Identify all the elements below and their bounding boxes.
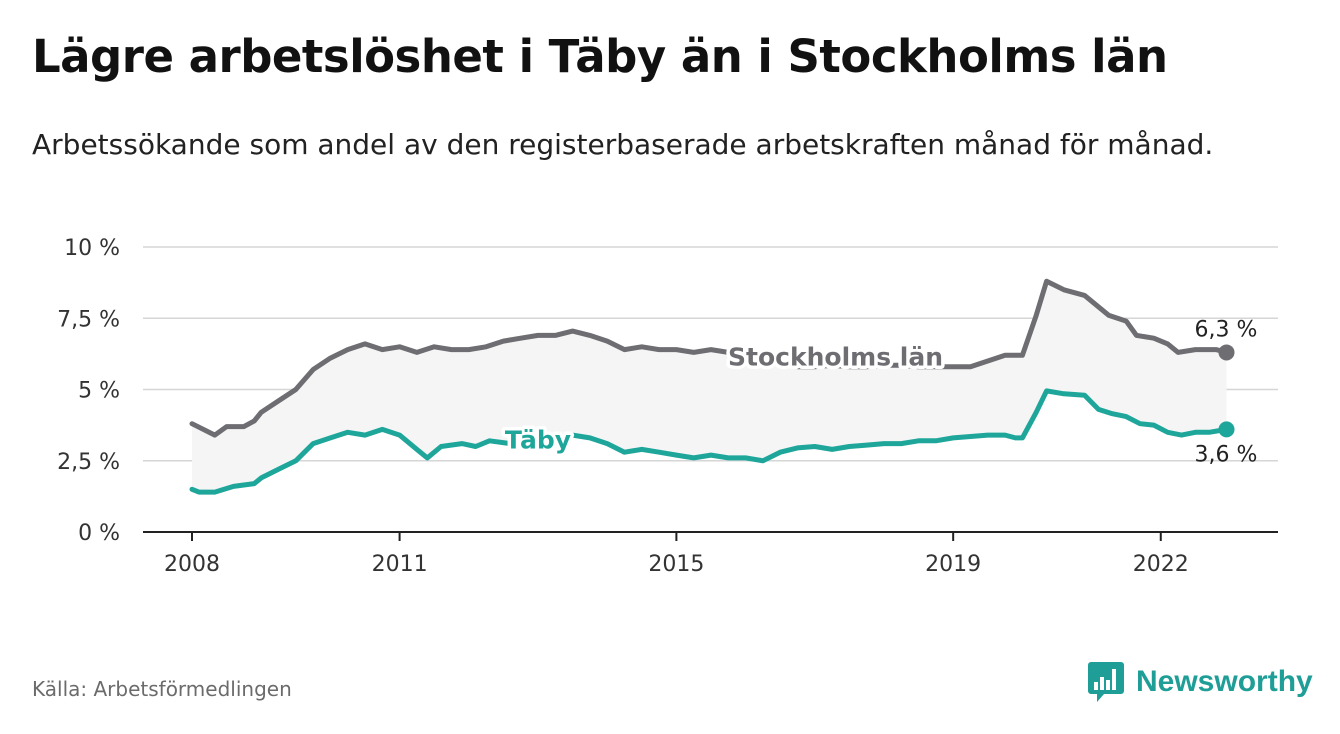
x-tick-label: 2022 xyxy=(1133,552,1189,577)
y-tick-label: 10 % xyxy=(64,236,120,261)
series-end-marker-0 xyxy=(1218,344,1235,361)
y-tick-label: 0 % xyxy=(78,521,120,546)
series-name-label: Stockholms län xyxy=(728,343,943,372)
series-name-label: Täby xyxy=(505,425,571,454)
y-tick-label: 7,5 % xyxy=(57,307,120,332)
series-lines xyxy=(189,278,1235,495)
series-end-label-0: 6,3 % xyxy=(1195,317,1258,342)
brand-logo[interactable]: Newsworthy xyxy=(1088,660,1313,704)
y-tick-label: 2,5 % xyxy=(57,450,120,475)
series-end-marker-1 xyxy=(1218,421,1235,438)
bar-chart-speech-bubble-icon xyxy=(1088,662,1124,702)
series-end-label-1: 3,6 % xyxy=(1195,442,1258,467)
x-tick-label: 2015 xyxy=(648,552,704,577)
series-line-0 xyxy=(189,278,1229,438)
chart-title: Lägre arbetslöshet i Täby än i Stockholm… xyxy=(32,30,1168,83)
area-between-series xyxy=(192,281,1227,493)
fill-between-area xyxy=(192,281,1227,493)
source-note: Källa: Arbetsförmedlingen xyxy=(32,677,292,701)
x-tick-label: 2019 xyxy=(925,552,981,577)
chart-subtitle: Arbetssökande som andel av den registerb… xyxy=(32,128,1214,161)
brand-name: Newsworthy xyxy=(1136,665,1313,698)
annotations: 6,3 % 3,6 % Stockholms län Täby xyxy=(501,317,1258,467)
y-tick-label: 5 % xyxy=(78,379,120,404)
series-line-1 xyxy=(189,388,1229,495)
x-tick-label: 2011 xyxy=(372,552,428,577)
axes: 0 % 2,5 % 5 % 7,5 % 10 % 2008 2011 2015 2019 2022 xyxy=(57,236,1278,577)
x-tick-label: 2008 xyxy=(164,552,220,577)
